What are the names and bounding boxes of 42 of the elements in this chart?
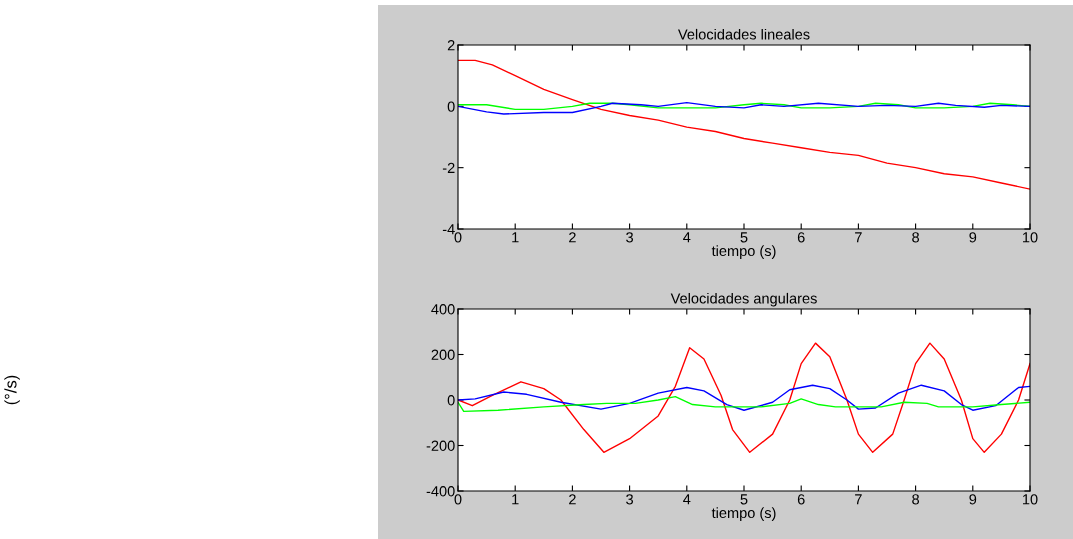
y-tick-label: 2 xyxy=(447,40,455,51)
x-tick-label: 0 xyxy=(454,232,462,243)
y-tick-label: 0 xyxy=(447,395,455,406)
y-tick-label: -4 xyxy=(442,224,455,235)
line-series xyxy=(458,59,1030,190)
y-tick-label: -200 xyxy=(426,440,455,451)
y-tick-label: 200 xyxy=(431,349,455,360)
line-series xyxy=(458,395,1030,413)
x-tick-label: 10 xyxy=(1023,232,1038,243)
x-tick-label: 1 xyxy=(512,494,519,505)
chart-title: Velocidades lineales xyxy=(677,28,810,40)
x-tick-label: 7 xyxy=(855,494,862,505)
x-tick-label: 2 xyxy=(569,494,576,505)
line-series xyxy=(458,342,1030,454)
x-axis-title: tiempo (s) xyxy=(711,507,776,521)
y-tick-label: 400 xyxy=(431,304,455,315)
x-tick-label: 3 xyxy=(626,232,634,243)
x-tick-label: 9 xyxy=(969,232,977,243)
x-tick-label: 1 xyxy=(512,232,519,243)
x-tick-label: 8 xyxy=(912,494,920,505)
x-tick-label: 4 xyxy=(683,494,691,505)
x-tick-label: 0 xyxy=(454,494,462,505)
line-series xyxy=(458,102,1030,111)
x-tick-label: 6 xyxy=(797,494,805,505)
line-series xyxy=(458,101,1030,115)
x-tick-label: 5 xyxy=(740,232,748,243)
x-tick-label: 6 xyxy=(797,232,805,243)
x-tick-label: 3 xyxy=(626,494,634,505)
y-tick-label: -400 xyxy=(426,486,455,497)
x-tick-label: 9 xyxy=(969,494,977,505)
line-series xyxy=(458,384,1030,411)
x-tick-label: 2 xyxy=(569,232,576,243)
y-axis-title: (°/s) xyxy=(4,375,20,405)
x-axis-title: tiempo (s) xyxy=(711,245,776,259)
y-tick-label: -2 xyxy=(442,162,455,173)
x-tick-label: 7 xyxy=(855,232,862,243)
x-tick-label: 10 xyxy=(1023,494,1038,505)
x-tick-label: 5 xyxy=(740,494,748,505)
chart-title: Velocidades angulares xyxy=(670,292,817,307)
y-tick-label: 0 xyxy=(447,101,455,112)
x-tick-label: 4 xyxy=(683,232,691,243)
x-tick-label: 8 xyxy=(912,232,920,243)
